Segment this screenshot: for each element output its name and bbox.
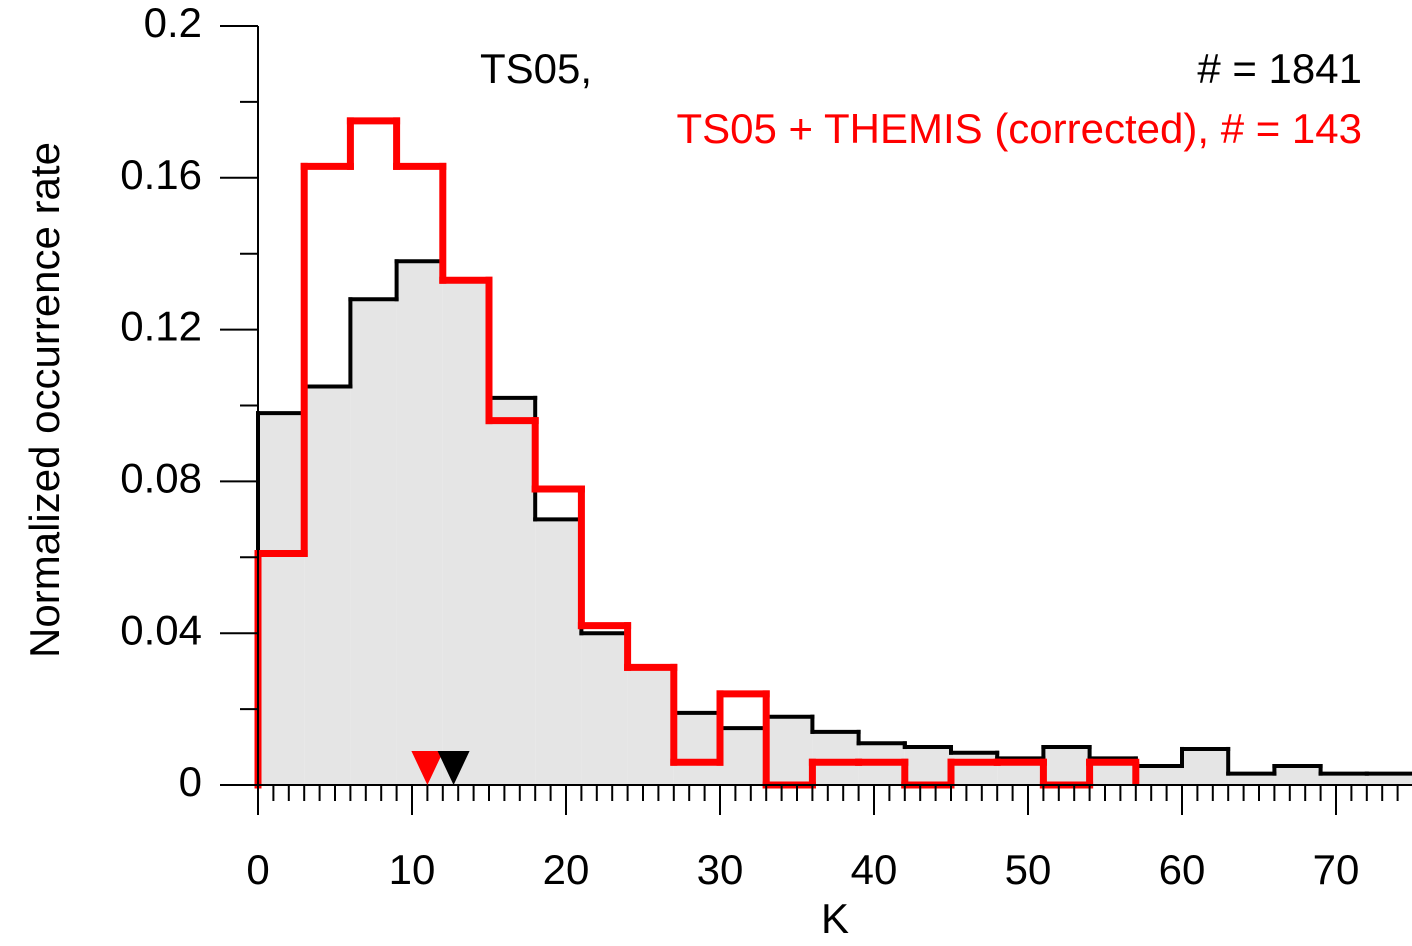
bar (1366, 773, 1412, 785)
bar (442, 280, 489, 785)
bar (489, 397, 536, 785)
legend-label: TS05 + THEMIS (corrected), # = 143 (676, 105, 1362, 152)
x-tick-label: 70 (1313, 846, 1360, 893)
legend-label: TS05, (480, 45, 592, 92)
legend-count: # = 1841 (1197, 45, 1362, 92)
bar (1274, 766, 1321, 785)
y-tick-label: 0.16 (120, 151, 202, 198)
x-tick-label: 40 (851, 846, 898, 893)
median-marker (411, 751, 444, 785)
bar (258, 413, 305, 785)
x-tick-label: 0 (246, 846, 269, 893)
bar (951, 752, 998, 785)
x-tick-label: 10 (389, 846, 436, 893)
bar (396, 261, 443, 785)
x-tick-label: 30 (697, 846, 744, 893)
x-tick-label: 50 (1005, 846, 1052, 893)
y-tick-label: 0.12 (120, 303, 202, 350)
bar (1135, 766, 1182, 785)
bar (350, 299, 397, 785)
bar (766, 716, 813, 785)
bar (1228, 773, 1275, 785)
y-tick-label: 0.2 (144, 0, 202, 46)
x-tick-label: 60 (1159, 846, 1206, 893)
y-tick-label: 0.08 (120, 454, 202, 501)
x-tick-label: 20 (543, 846, 590, 893)
bar (720, 728, 767, 785)
median-marker (437, 751, 470, 785)
y-tick-label: 0.04 (120, 606, 202, 653)
bar (304, 386, 351, 785)
bar (673, 712, 720, 785)
bar (1182, 748, 1229, 785)
bar (1043, 747, 1090, 785)
y-axis-label: Normalized occurrence rate (21, 142, 68, 658)
x-axis-label: K (821, 895, 849, 942)
bar (627, 667, 674, 785)
bar (535, 519, 582, 785)
bar (812, 731, 859, 785)
bar (904, 747, 951, 785)
bar (1320, 773, 1367, 785)
bar (581, 633, 628, 785)
y-tick-label: 0 (179, 758, 202, 805)
